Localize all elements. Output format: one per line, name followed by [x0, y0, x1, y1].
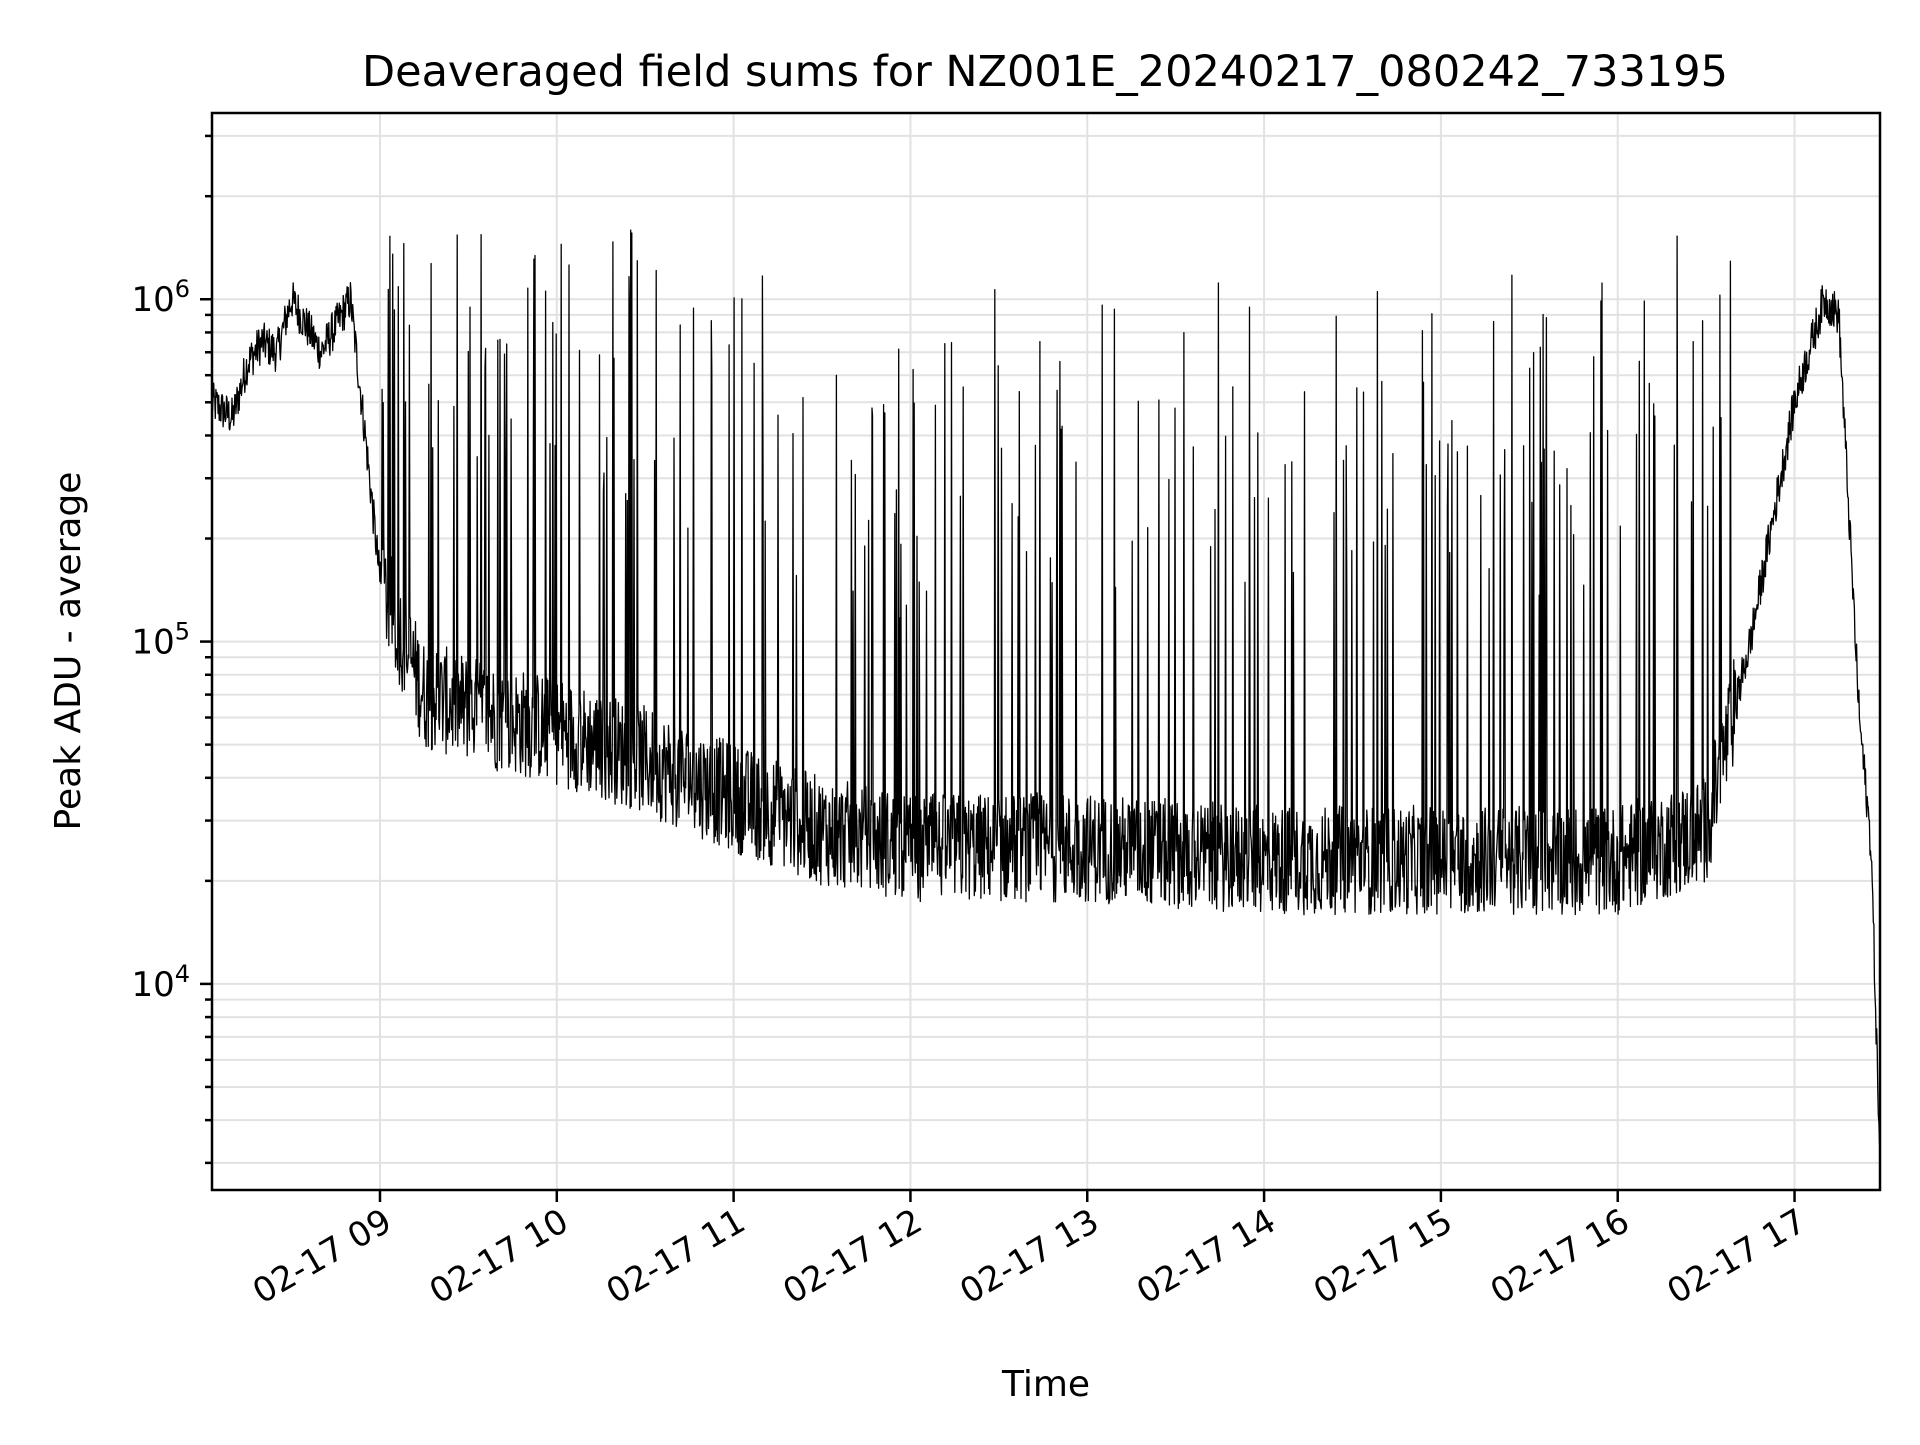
- x-axis: 02-17 09 02-17 10 02-17 11 02-17 12 02-17 13…: [246, 1190, 1813, 1312]
- y-axis: 104 105 106: [131, 134, 212, 1165]
- series-line: [211, 229, 1881, 1153]
- x-tick-label: 02-17 17: [1661, 1201, 1813, 1312]
- x-tick-label: 02-17 14: [1130, 1201, 1282, 1312]
- x-tick-label: 02-17 15: [1307, 1201, 1459, 1312]
- y-tick-label: 104: [131, 960, 190, 1005]
- grid: [212, 113, 1880, 1190]
- x-tick-label: 02-17 16: [1484, 1201, 1636, 1312]
- x-tick-label: 02-17 13: [953, 1201, 1105, 1312]
- y-tick-label: 105: [131, 618, 190, 663]
- chart-title: Deaveraged field sums for NZ001E_2024021…: [362, 47, 1728, 97]
- plot-area: [211, 229, 1881, 1153]
- x-tick-label: 02-17 10: [423, 1201, 575, 1312]
- x-tick-label: 02-17 12: [777, 1201, 929, 1312]
- x-axis-label: Time: [1001, 1364, 1090, 1405]
- y-axis-label: Peak ADU - average: [48, 472, 89, 831]
- x-tick-label: 02-17 11: [600, 1201, 752, 1312]
- y-tick-label: 106: [131, 275, 190, 320]
- plot-frame: [210, 111, 1882, 1192]
- x-tick-label: 02-17 09: [246, 1201, 398, 1312]
